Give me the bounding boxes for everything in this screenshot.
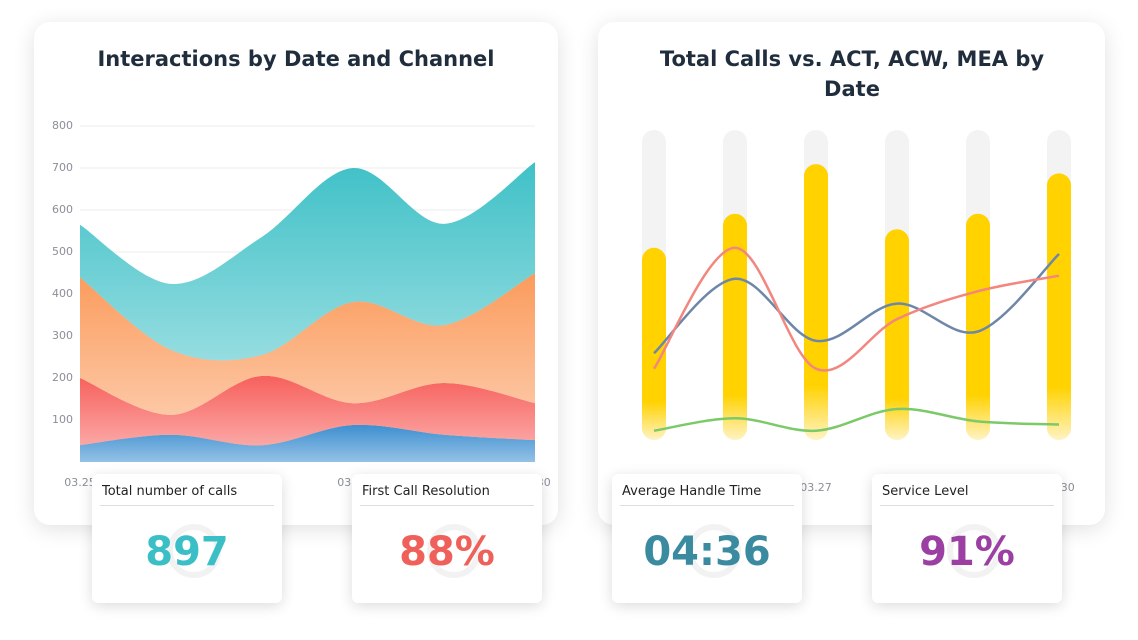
- bar: [885, 229, 909, 440]
- x-tick-label: 03.25: [64, 476, 96, 489]
- y-tick-label: 700: [52, 161, 73, 174]
- divider: [360, 505, 534, 506]
- kpi-icon: [167, 524, 221, 578]
- y-tick-label: 600: [52, 203, 73, 216]
- kpi-icon: [687, 524, 741, 578]
- divider: [620, 505, 794, 506]
- line: [653, 253, 1060, 355]
- area-shade: [80, 424, 535, 462]
- kpi-label: First Call Resolution: [362, 484, 490, 499]
- divider: [880, 505, 1054, 506]
- kpi-value: 897: [145, 529, 229, 575]
- bar: [723, 213, 747, 440]
- kpi-card: Total number of calls 897: [92, 474, 282, 603]
- y-tick-label: 800: [52, 119, 73, 132]
- area-shade: [80, 375, 535, 446]
- bar: [966, 213, 990, 440]
- y-tick-label: 100: [52, 413, 73, 426]
- kpi-icon: [947, 524, 1001, 578]
- line: [652, 246, 1060, 372]
- chart-title: Total Calls vs. ACT, ACW, MEA by Date: [659, 47, 1045, 101]
- kpi-label: Service Level: [882, 484, 969, 499]
- y-tick-label: 300: [52, 329, 73, 342]
- kpi-icon: [427, 524, 481, 578]
- line: [653, 407, 1060, 432]
- kpi-label: Total number of calls: [102, 484, 238, 499]
- chart-title: Interactions by Date and Channel: [97, 47, 495, 71]
- kpi-card: Service Level 91%: [872, 474, 1062, 603]
- y-tick-label: 400: [52, 287, 73, 300]
- kpi-card: First Call Resolution 88%: [352, 474, 542, 603]
- y-tick-label: 500: [52, 245, 73, 258]
- kpi-value: 88%: [399, 529, 495, 575]
- kpi-label: Average Handle Time: [622, 484, 762, 499]
- bar: [1047, 173, 1071, 440]
- kpi-value: 91%: [919, 529, 1015, 575]
- chart-card: [598, 22, 1105, 525]
- divider: [100, 505, 274, 506]
- area-shade: [80, 162, 535, 361]
- kpi-value: 04:36: [643, 529, 771, 575]
- bar: [642, 247, 666, 440]
- y-tick-label: 200: [52, 371, 73, 384]
- bar: [804, 164, 828, 440]
- kpi-card: Average Handle Time 04:36: [612, 474, 802, 603]
- area-shade: [80, 273, 535, 415]
- x-tick-label: 03.27: [800, 481, 832, 494]
